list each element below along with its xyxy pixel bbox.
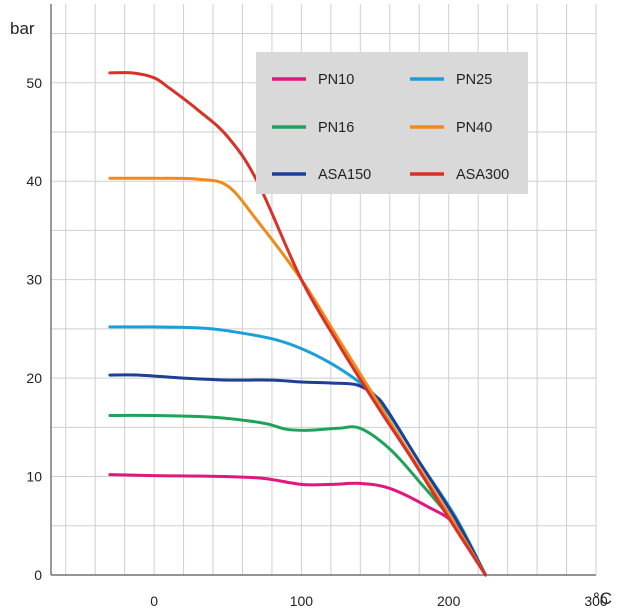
x-tick-label: 100 [290,593,314,609]
axis-labels: bar °C [10,19,612,608]
y-tick-label: 50 [26,75,42,91]
legend-label-asa300: ASA300 [456,167,509,183]
series-layer [108,71,487,577]
legend-label-pn40: PN40 [456,120,492,136]
axes: 0 10 20 30 40 50 0 100 200 300 [26,4,608,609]
legend-label-asa150: ASA150 [318,167,371,183]
legend-box [256,52,528,194]
y-tick-label: 10 [26,469,42,485]
series-line-pn25 [108,325,487,577]
series-line-asa150 [108,373,487,577]
y-tick-label: 0 [34,567,42,583]
x-tick-label: 0 [150,593,158,609]
y-tick-label: 40 [26,173,42,189]
y-axis-label: bar [10,19,35,38]
x-tick-label: 300 [584,593,608,609]
legend-label-pn16: PN16 [318,120,354,136]
legend-label-pn10: PN10 [318,72,354,88]
legend: PN10 PN25 PN16 PN40 ASA150 ASA300 [256,52,528,194]
series-line-pn10 [108,473,487,577]
y-tick-label: 20 [26,370,42,386]
series-line-pn16 [108,413,487,577]
series-line-asa300 [108,71,487,577]
x-axis-label: °C [593,589,612,608]
x-tick-label: 200 [437,593,461,609]
legend-label-pn25: PN25 [456,72,492,88]
y-tick-label: 30 [26,272,42,288]
